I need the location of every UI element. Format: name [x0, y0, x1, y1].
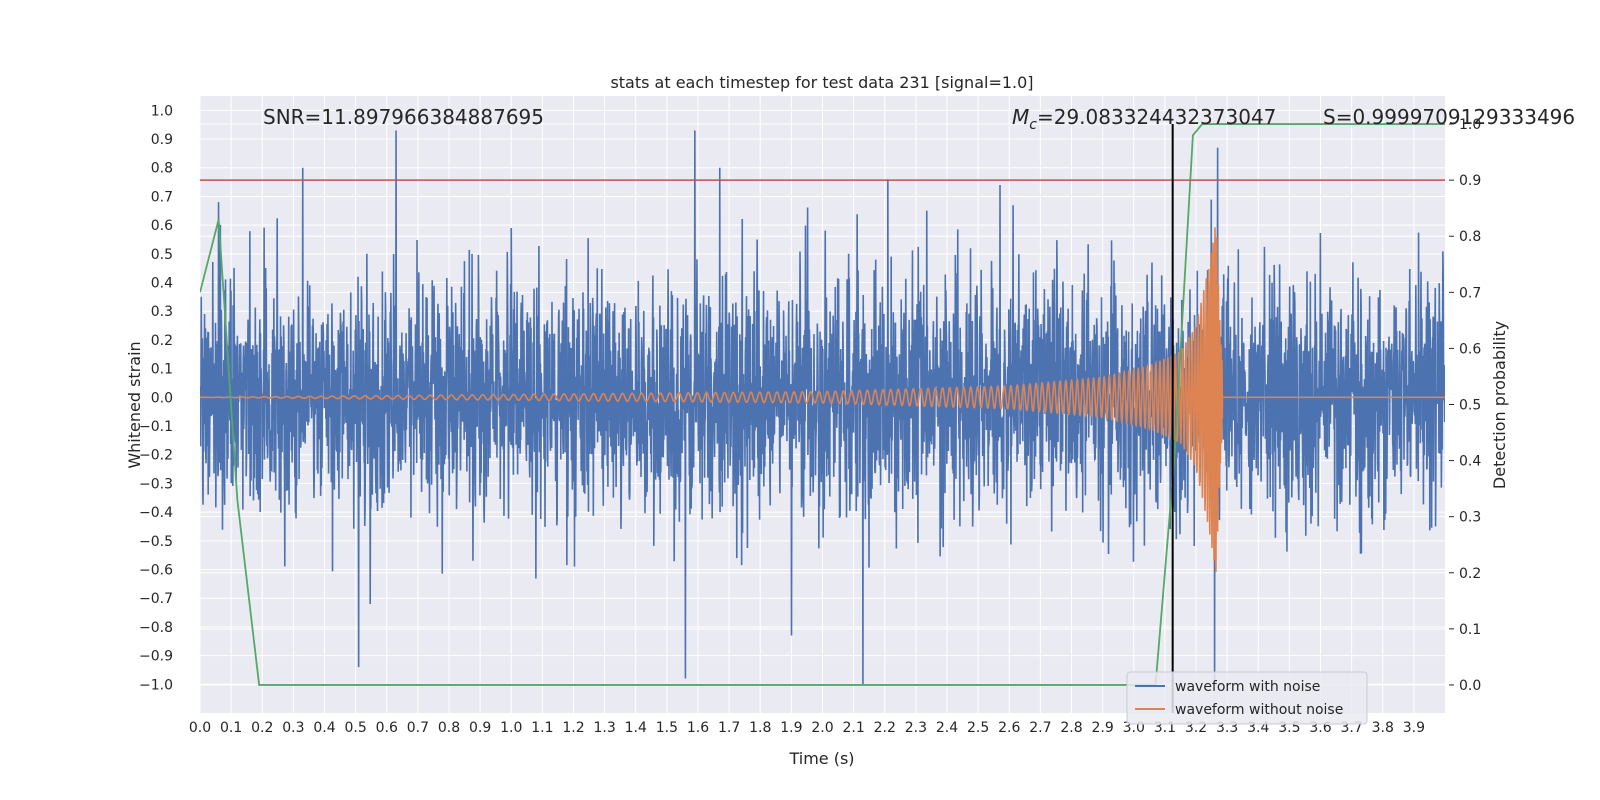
- series-line-clean: [200, 227, 1445, 573]
- x-tick-label: 2.6: [998, 720, 1020, 736]
- x-tick-label: 1.0: [500, 720, 522, 736]
- x-tick-label: 1.9: [780, 720, 802, 736]
- x-tick-label: 0.0: [189, 720, 211, 736]
- mc-symbol: M: [1012, 105, 1029, 129]
- x-tick-label: 2.0: [811, 720, 833, 736]
- x-tick-label: 3.8: [1372, 720, 1394, 736]
- y-tick-label: 0.3: [151, 304, 173, 320]
- x-tick-label: 1.6: [687, 720, 709, 736]
- mc-value: =29.083324432373047: [1037, 105, 1276, 129]
- y-axis-label: Whitened strain: [125, 341, 144, 468]
- x-tick-label: 0.9: [469, 720, 491, 736]
- y-tick-label: −0.3: [139, 476, 173, 492]
- y-tick-label: 0.8: [151, 161, 173, 177]
- legend-label-noisy: waveform with noise: [1175, 679, 1320, 695]
- y-tick-label: −0.5: [139, 534, 173, 550]
- y-tick-label: −0.6: [139, 563, 173, 579]
- legend-label-clean: waveform without noise: [1175, 702, 1343, 718]
- y-tick-label: 1.0: [151, 103, 173, 119]
- y-tick-label: 0.2: [151, 333, 173, 349]
- x-tick-label: 1.3: [593, 720, 615, 736]
- x-tick-label: 0.5: [344, 720, 366, 736]
- y-tick-label: 0.0: [151, 390, 173, 406]
- x-tick-label: 2.2: [874, 720, 896, 736]
- legend: waveform with noise waveform without noi…: [1126, 671, 1368, 725]
- x-tick-label: 1.1: [531, 720, 553, 736]
- x-tick-label: 2.3: [905, 720, 927, 736]
- legend-box: [1126, 671, 1368, 725]
- x-tick-label: 0.7: [407, 720, 429, 736]
- y-axis-label-right: Detection probability: [1490, 321, 1509, 489]
- right-tick-label: 0.8: [1459, 229, 1481, 245]
- y-tick-label: −0.1: [139, 419, 173, 435]
- right-tick-label: 0.2: [1459, 566, 1481, 582]
- x-tick-label: 2.4: [936, 720, 958, 736]
- left-tick-labels: 1.0 0.9 0.8 0.7 0.6 0.5 0.4 0.3 0.2 0.1 0.0 −0.1 −0.…: [139, 103, 173, 693]
- y-tick-label: −0.4: [139, 505, 173, 521]
- x-tick-label: 2.9: [1091, 720, 1113, 736]
- s-annotation: S=0.9999709129333496: [1323, 105, 1575, 129]
- x-tick-label: 0.1: [220, 720, 242, 736]
- y-tick-label: 0.4: [151, 276, 173, 292]
- x-axis-label: Time (s): [788, 749, 854, 768]
- right-tick-label: 0.7: [1459, 285, 1481, 301]
- x-tick-label: 0.8: [438, 720, 460, 736]
- y-tick-label: −1.0: [139, 677, 173, 693]
- series-line-noisy: [200, 130, 1445, 685]
- right-tick-label: 0.5: [1459, 398, 1481, 414]
- x-tick-label: 1.4: [625, 720, 647, 736]
- right-tick-label: 1.0: [1459, 117, 1481, 133]
- snr-annotation: SNR=11.897966384887695: [263, 105, 544, 129]
- y-tick-label: 0.7: [151, 189, 173, 205]
- x-tick-label: 2.8: [1060, 720, 1082, 736]
- right-tick-label: 0.9: [1459, 173, 1481, 189]
- y-tick-label: 0.9: [151, 132, 173, 148]
- y-tick-label: −0.7: [139, 591, 173, 607]
- right-tick-label: 0.3: [1459, 510, 1481, 526]
- x-tick-label: 0.4: [313, 720, 335, 736]
- y-tick-label: −0.8: [139, 620, 173, 636]
- chart-title: stats at each timestep for test data 231…: [610, 73, 1033, 92]
- right-tick-label: 0.1: [1459, 622, 1481, 638]
- y-tick-label: 0.1: [151, 362, 173, 378]
- x-tick-label: 0.2: [251, 720, 273, 736]
- right-tick-label: 0.4: [1459, 454, 1481, 470]
- x-tick-label: 1.2: [562, 720, 584, 736]
- mc-annotation: Mc=29.083324432373047: [1012, 105, 1276, 133]
- y-tick-label: −0.2: [139, 448, 173, 464]
- x-tick-label: 1.8: [749, 720, 771, 736]
- y-tick-label: −0.9: [139, 649, 173, 665]
- mc-subscript: c: [1029, 117, 1037, 133]
- right-tick-labels: 1.0 0.9 0.8 0.7 0.6 0.5 0.4 0.3 0.2 0.1 0.0: [1449, 117, 1481, 694]
- x-tick-label: 0.3: [282, 720, 304, 736]
- x-tick-label: 3.9: [1403, 720, 1425, 736]
- y-tick-label: 0.5: [151, 247, 173, 263]
- x-tick-label: 0.6: [376, 720, 398, 736]
- right-tick-label: 0.6: [1459, 341, 1481, 357]
- x-tick-label: 2.7: [1029, 720, 1051, 736]
- x-tick-label: 2.5: [967, 720, 989, 736]
- right-tick-label: 0.0: [1459, 678, 1481, 694]
- y-tick-label: 0.6: [151, 218, 173, 234]
- x-tick-label: 2.1: [842, 720, 864, 736]
- x-tick-label: 1.7: [718, 720, 740, 736]
- x-tick-label: 1.5: [656, 720, 678, 736]
